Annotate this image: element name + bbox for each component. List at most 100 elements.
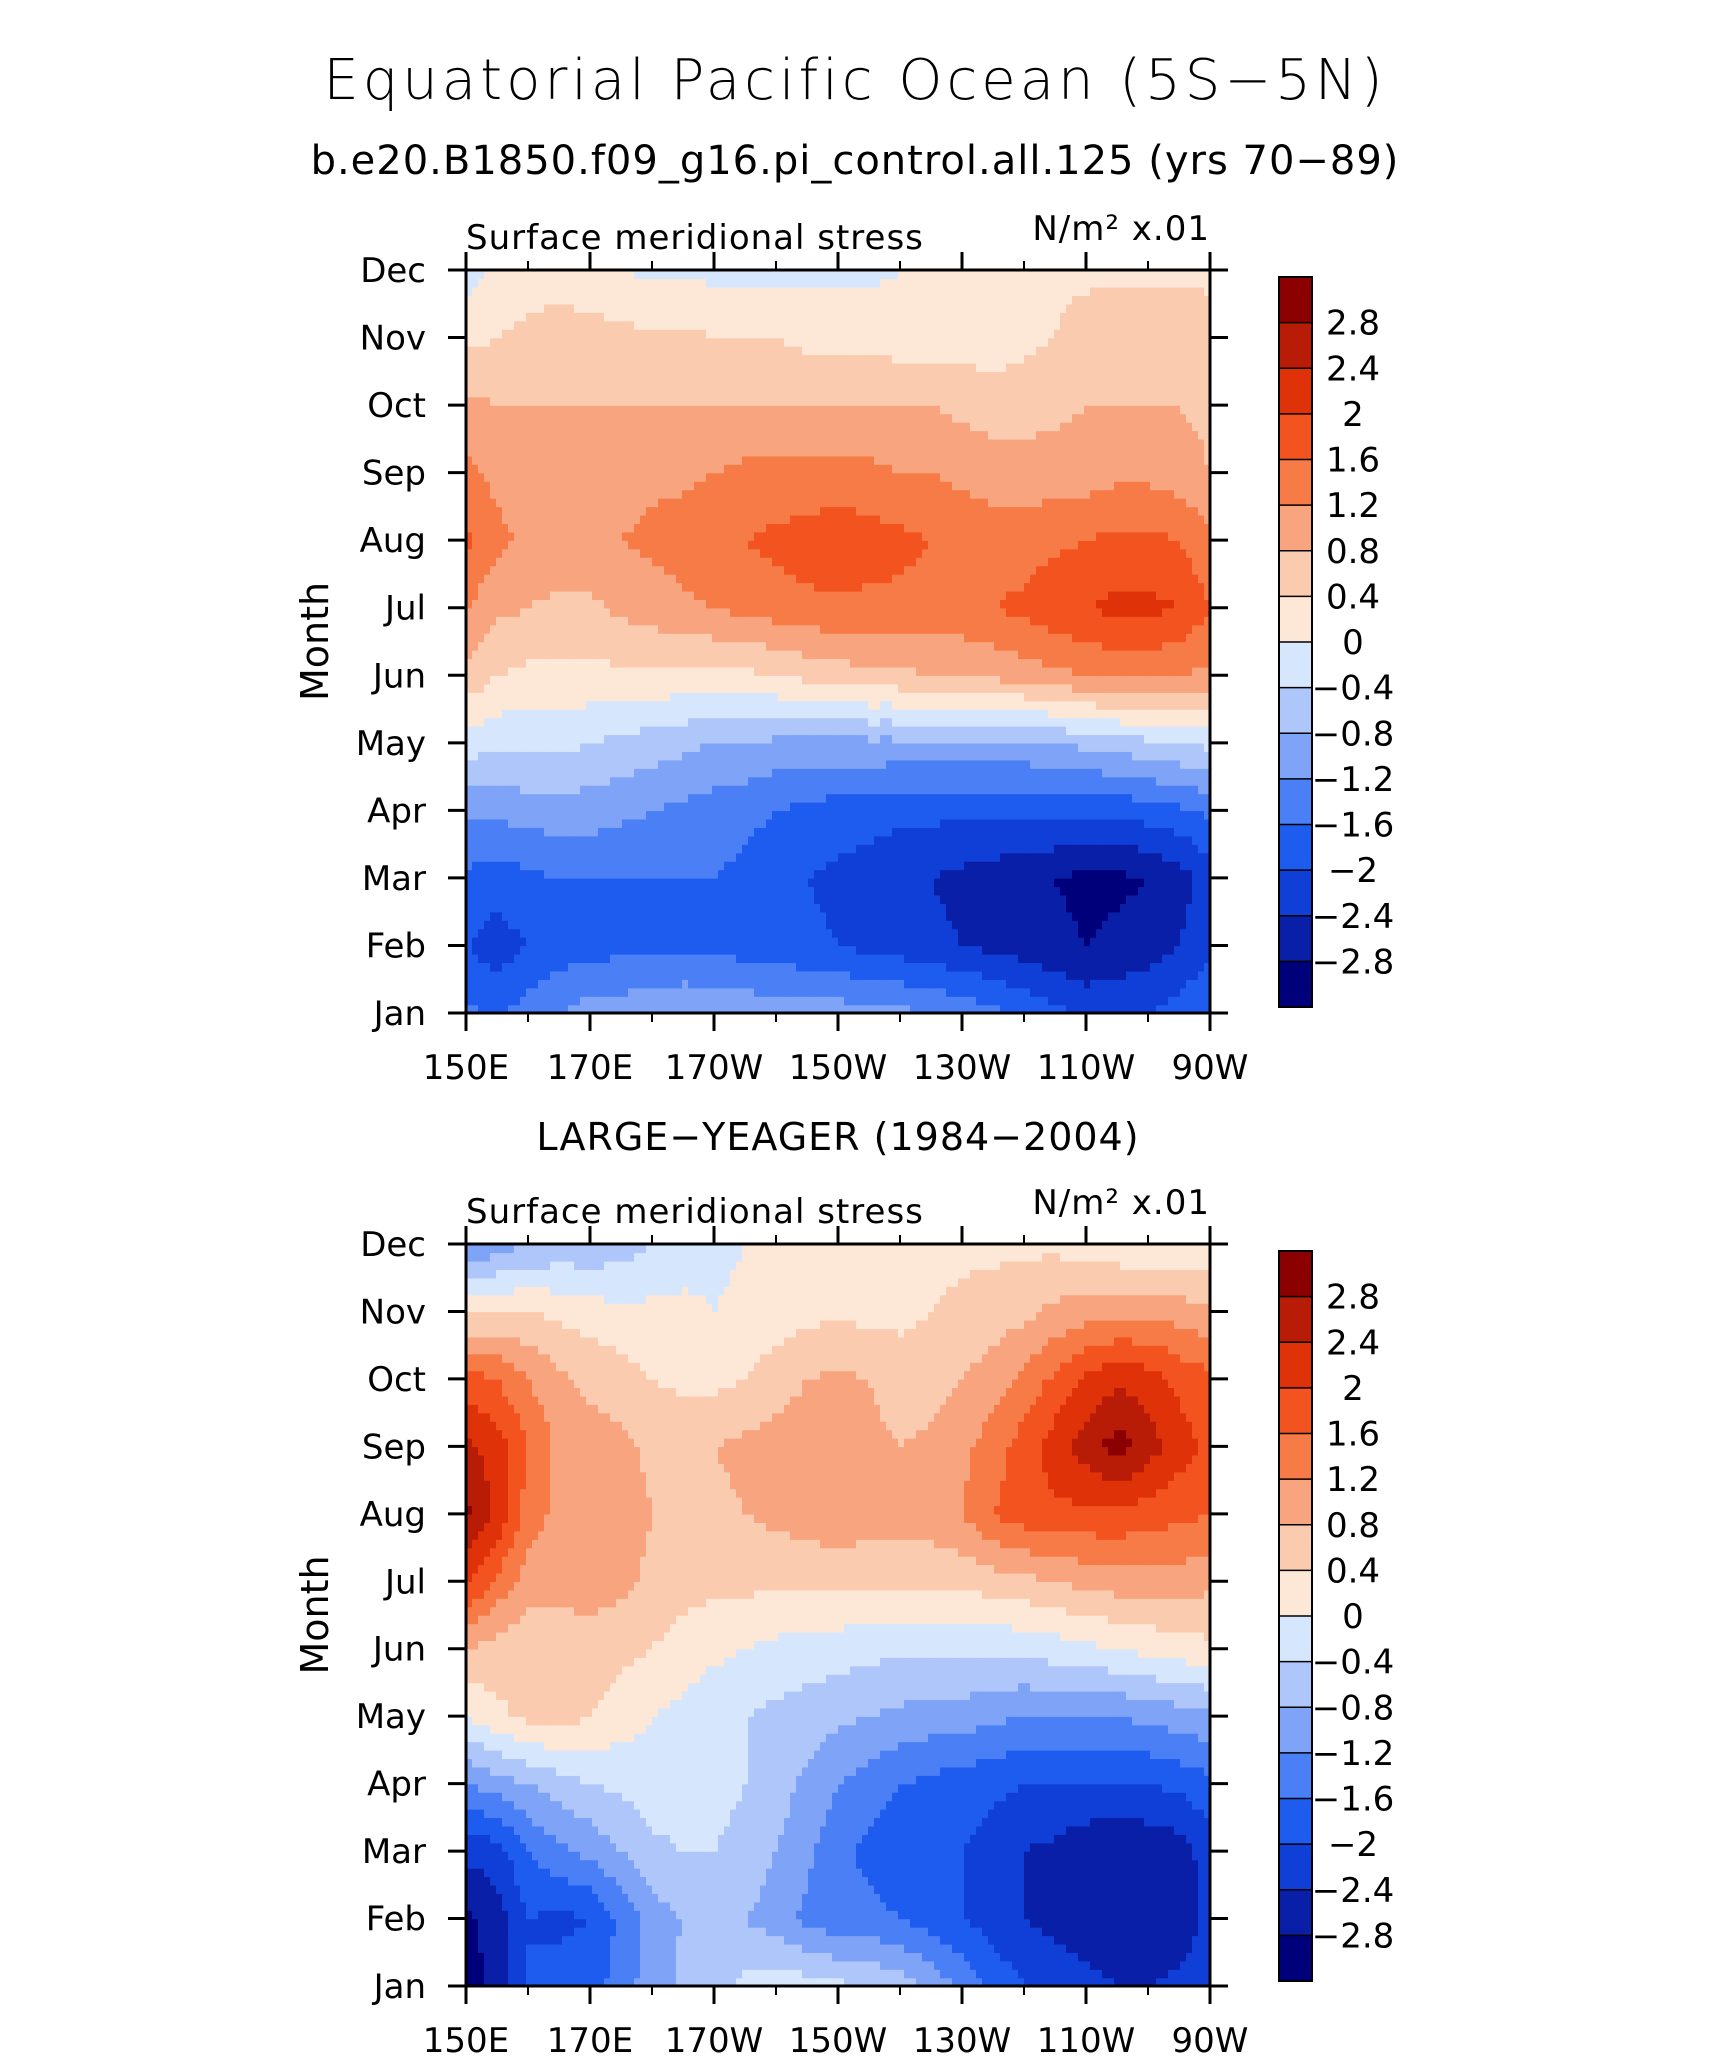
- x-tick-label: 170W: [665, 2021, 764, 2059]
- x-tick-label: 130W: [913, 1048, 1012, 1088]
- colorbar-swatch: [1279, 277, 1312, 324]
- colorbar-swatch: [1279, 459, 1312, 506]
- colorbar-label: −0.4: [1312, 669, 1395, 709]
- colorbar-swatch: [1279, 1342, 1312, 1389]
- heatmap-panel-model: Jan Feb Mar Apr May Jun Jul Aug Sep Oct Nov Dec 150E…: [293, 209, 1248, 1088]
- colorbar-swatch: [1279, 1433, 1312, 1480]
- colorbar-label: 2.4: [1326, 349, 1380, 389]
- colorbar-swatch: [1279, 413, 1312, 461]
- colorbar-swatch: [1279, 824, 1312, 871]
- colorbar-swatch: [1279, 1844, 1312, 1891]
- colorbar-swatch: [1279, 870, 1312, 917]
- colorbar-label: −2.8: [1312, 1916, 1395, 1956]
- variable-label: Surface meridional stress: [466, 1192, 924, 1232]
- colorbar-swatch: [1279, 550, 1312, 597]
- variable-label: Surface meridional stress: [466, 218, 924, 258]
- y-tick-label: Mar: [362, 859, 426, 899]
- colorbar-label: 0.4: [1326, 577, 1380, 617]
- colorbar-label: 2.4: [1326, 1323, 1380, 1363]
- colorbar-swatch: [1279, 1752, 1312, 1800]
- colorbar-label: −1.2: [1312, 760, 1395, 800]
- y-tick-label: Aug: [360, 521, 426, 561]
- y-tick-label: Feb: [366, 926, 426, 966]
- y-tick-label: Dec: [360, 1225, 426, 1265]
- colorbar-label: 1.2: [1326, 1460, 1380, 1500]
- colorbar-swatch: [1279, 778, 1312, 826]
- colorbar-label: 1.6: [1326, 441, 1380, 481]
- colorbar-model: 2.8 2.4 2 1.6 1.2 0.8 0.4 0 −0.4 −0.8 −1.2 −1.6 −2 −2…: [1278, 276, 1395, 1008]
- colorbar-label: 2: [1342, 1369, 1364, 1409]
- colorbar-swatch: [1279, 505, 1312, 552]
- y-axis-label: Month: [293, 1555, 337, 1674]
- colorbar-swatch: [1279, 1479, 1312, 1526]
- x-tick-label: 90W: [1172, 1048, 1249, 1088]
- colorbar-label: −2.4: [1312, 1871, 1395, 1911]
- heatmap-panel-observed: Jan Feb Mar Apr May Jun Jul Aug Sep Oct Nov Dec 150E…: [293, 1183, 1248, 2059]
- colorbar-label: 2: [1342, 395, 1364, 435]
- x-tick-label: 170E: [547, 1048, 633, 1088]
- colorbar-label: −0.8: [1312, 1688, 1395, 1728]
- y-axis-label: Month: [293, 582, 337, 701]
- x-tick-label: 150W: [789, 1048, 888, 1088]
- colorbar-label: −2: [1328, 851, 1378, 891]
- colorbar-swatch: [1279, 915, 1312, 962]
- colorbar-label: 0.8: [1326, 1506, 1380, 1546]
- y-tick-label: Mar: [362, 1832, 426, 1872]
- colorbar-swatch: [1279, 1616, 1312, 1663]
- colorbar-label: 2.8: [1326, 1278, 1380, 1318]
- y-tick-label: Apr: [367, 791, 426, 831]
- colorbar-swatch: [1279, 1798, 1312, 1845]
- colorbar-label: −0.4: [1312, 1643, 1395, 1683]
- units-label: N/m² x.01: [1032, 209, 1210, 249]
- colorbar-swatch: [1279, 368, 1312, 415]
- colorbar-label: −1.6: [1312, 806, 1395, 846]
- colorbar-swatch: [1279, 1251, 1312, 1298]
- y-tick-label: Apr: [367, 1765, 426, 1805]
- x-tick-label: 90W: [1172, 2021, 1249, 2059]
- colorbar-label: −0.8: [1312, 714, 1395, 754]
- y-tick-label: May: [356, 1697, 426, 1737]
- colorbar-swatch: [1279, 1296, 1312, 1343]
- colorbar-swatch: [1279, 322, 1312, 369]
- x-tick-label: 170E: [547, 2021, 633, 2059]
- colorbar-label: −2.8: [1312, 942, 1395, 982]
- colorbar-label: 1.2: [1326, 486, 1380, 526]
- colorbar-swatch: [1279, 1707, 1312, 1754]
- y-tick-label: May: [356, 724, 426, 764]
- y-tick-label: Jul: [383, 589, 426, 629]
- units-label: N/m² x.01: [1032, 1183, 1210, 1223]
- colorbar-label: 0: [1342, 1597, 1364, 1637]
- heatmap-fill: [466, 1244, 1210, 1986]
- colorbar-swatch: [1279, 733, 1312, 780]
- colorbar-frame: [1278, 1250, 1313, 1982]
- y-tick-label: Nov: [360, 319, 426, 359]
- y-tick-label: Aug: [360, 1495, 426, 1535]
- y-tick-label: Jan: [372, 1967, 426, 2007]
- colorbar-label: −1.2: [1312, 1734, 1395, 1774]
- y-tick-label: Jun: [371, 1630, 426, 1670]
- colorbar-label: 1.6: [1326, 1415, 1380, 1455]
- y-tick-label: Feb: [366, 1900, 426, 1940]
- y-tick-label: Jun: [371, 656, 426, 696]
- x-tick-label: 170W: [665, 1048, 764, 1088]
- colorbar-swatch: [1279, 642, 1312, 689]
- colorbar-swatch: [1279, 1661, 1312, 1708]
- colorbar-label: −1.6: [1312, 1780, 1395, 1820]
- x-tick-label: 110W: [1037, 1048, 1136, 1088]
- colorbar-label: 0.4: [1326, 1551, 1380, 1591]
- y-tick-label: Oct: [367, 1360, 426, 1400]
- colorbar-swatch: [1279, 1889, 1312, 1936]
- colorbar-observed: 2.8 2.4 2 1.6 1.2 0.8 0.4 0 −0.4 −0.8 −1.2 −1.6 −2 −2…: [1278, 1250, 1395, 1982]
- x-tick-label: 150W: [789, 2021, 888, 2059]
- colorbar-label: −2.4: [1312, 897, 1395, 937]
- figure-title: Equatorial Pacific Ocean (5S−5N): [0, 48, 1710, 113]
- x-tick-label: 150E: [423, 1048, 509, 1088]
- y-tick-label: Sep: [362, 1427, 426, 1467]
- colorbar-swatch: [1279, 596, 1312, 643]
- colorbar-swatch: [1279, 1387, 1312, 1435]
- panel-title: LARGE−YEAGER (1984−2004): [536, 1115, 1139, 1159]
- y-tick-label: Jan: [372, 994, 426, 1034]
- run-subtitle: b.e20.B1850.f09_g16.pi_control.all.125 (…: [0, 138, 1710, 184]
- x-tick-label: 110W: [1037, 2021, 1136, 2059]
- y-tick-label: Jul: [383, 1562, 426, 1602]
